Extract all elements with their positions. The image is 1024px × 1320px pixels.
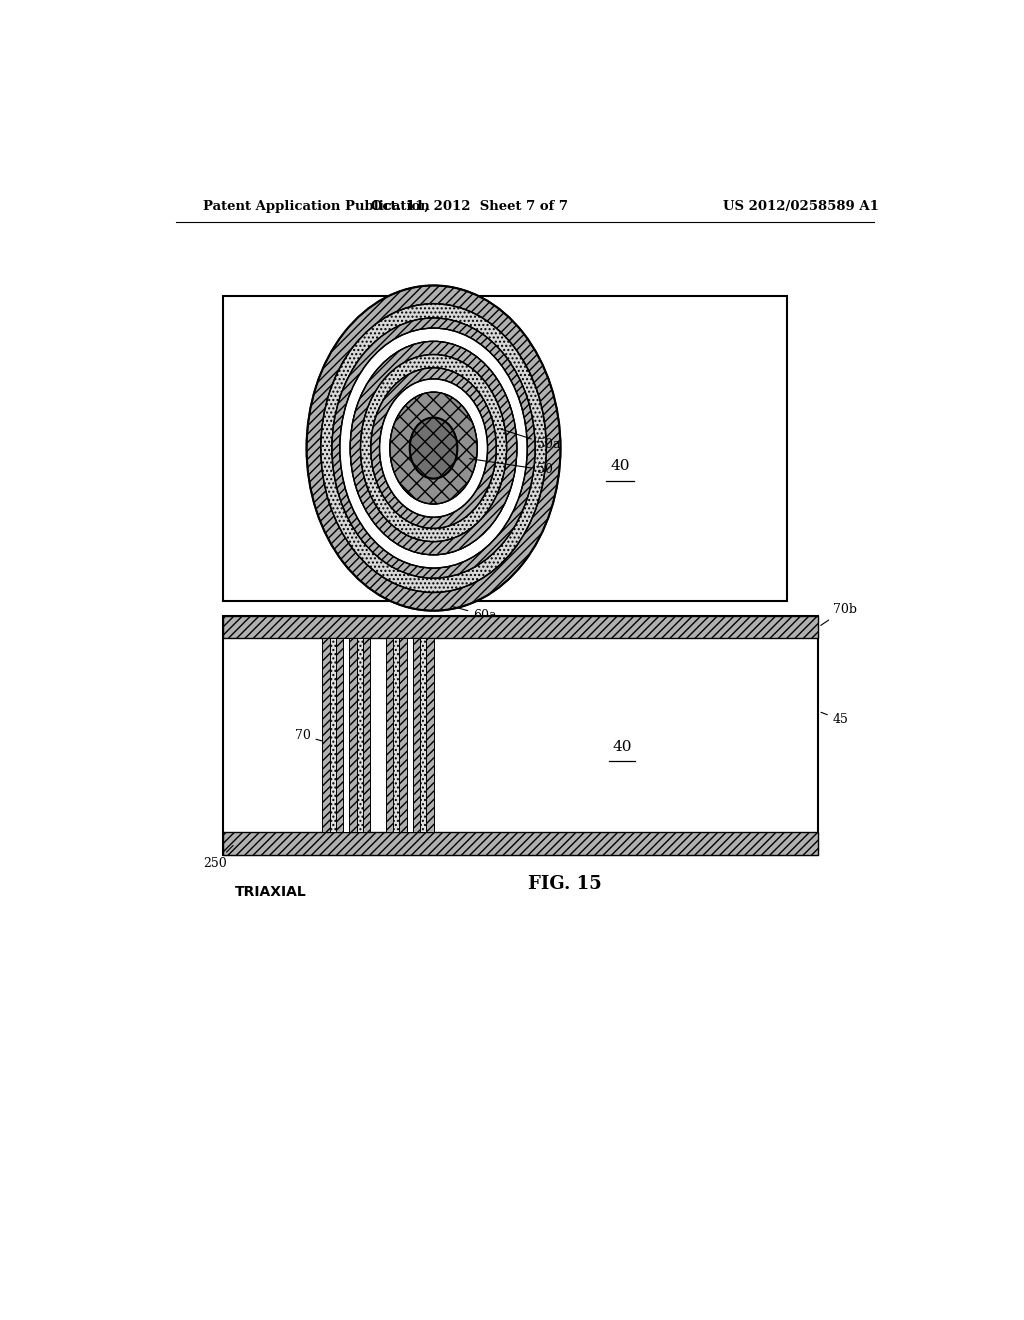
Bar bbox=[426, 638, 434, 833]
Bar bbox=[393, 638, 399, 833]
Text: 70b: 70b bbox=[821, 603, 857, 626]
Bar bbox=[223, 296, 786, 601]
Bar bbox=[223, 615, 818, 854]
Text: FIG. 15: FIG. 15 bbox=[527, 875, 601, 892]
Bar bbox=[223, 833, 818, 854]
Bar bbox=[322, 638, 330, 833]
Text: 50: 50 bbox=[470, 458, 553, 477]
Bar bbox=[349, 638, 357, 833]
Bar bbox=[407, 638, 413, 833]
Text: 45: 45 bbox=[821, 713, 849, 726]
Text: TRIAXIAL: TRIAXIAL bbox=[236, 886, 307, 899]
Bar bbox=[336, 638, 343, 833]
Bar bbox=[413, 638, 421, 833]
Bar bbox=[362, 638, 371, 833]
Text: 50a: 50a bbox=[500, 429, 560, 451]
Text: 60a: 60a bbox=[452, 606, 497, 622]
Bar bbox=[330, 638, 336, 833]
Bar bbox=[343, 638, 349, 833]
Text: Oct. 11, 2012  Sheet 7 of 7: Oct. 11, 2012 Sheet 7 of 7 bbox=[371, 199, 567, 213]
Text: 250: 250 bbox=[204, 845, 233, 870]
Text: Patent Application Publication: Patent Application Publication bbox=[204, 199, 430, 213]
Bar bbox=[399, 638, 407, 833]
Text: 70: 70 bbox=[295, 729, 333, 744]
Text: 40: 40 bbox=[612, 741, 632, 754]
Bar bbox=[385, 638, 393, 833]
Text: US 2012/0258589 A1: US 2012/0258589 A1 bbox=[723, 199, 879, 213]
Text: FIG. 14: FIG. 14 bbox=[492, 620, 565, 639]
Text: 40: 40 bbox=[610, 459, 630, 474]
Bar bbox=[223, 615, 818, 638]
Bar bbox=[421, 638, 426, 833]
Bar bbox=[357, 638, 362, 833]
